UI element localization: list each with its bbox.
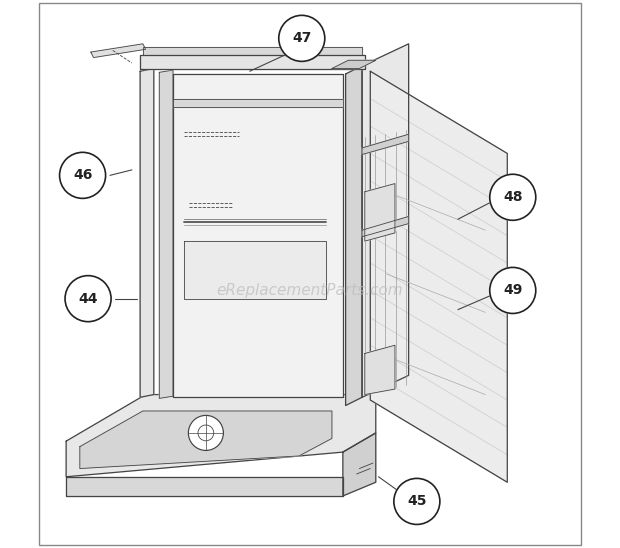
Polygon shape	[140, 68, 154, 397]
Polygon shape	[143, 47, 362, 55]
Polygon shape	[159, 70, 173, 398]
Text: 49: 49	[503, 283, 523, 298]
Text: 44: 44	[78, 292, 98, 306]
Polygon shape	[370, 71, 507, 482]
Polygon shape	[332, 60, 376, 68]
Polygon shape	[343, 433, 376, 496]
Circle shape	[394, 478, 440, 524]
Polygon shape	[173, 74, 343, 397]
Circle shape	[490, 267, 536, 313]
Polygon shape	[66, 395, 376, 477]
Polygon shape	[365, 184, 395, 241]
Polygon shape	[91, 44, 146, 58]
Polygon shape	[362, 134, 409, 155]
Polygon shape	[80, 411, 332, 469]
Polygon shape	[140, 55, 365, 68]
Text: 48: 48	[503, 190, 523, 204]
Circle shape	[60, 152, 105, 198]
Polygon shape	[362, 44, 409, 397]
Text: 45: 45	[407, 494, 427, 509]
Polygon shape	[184, 241, 327, 299]
Polygon shape	[362, 216, 409, 237]
Polygon shape	[365, 345, 395, 395]
Polygon shape	[66, 477, 343, 496]
Text: eReplacementParts.com: eReplacementParts.com	[216, 283, 404, 298]
Text: 47: 47	[292, 31, 311, 45]
Text: 46: 46	[73, 168, 92, 182]
Circle shape	[490, 174, 536, 220]
Circle shape	[65, 276, 111, 322]
Polygon shape	[345, 66, 362, 406]
Circle shape	[188, 415, 223, 450]
Polygon shape	[173, 99, 343, 107]
Circle shape	[279, 15, 325, 61]
